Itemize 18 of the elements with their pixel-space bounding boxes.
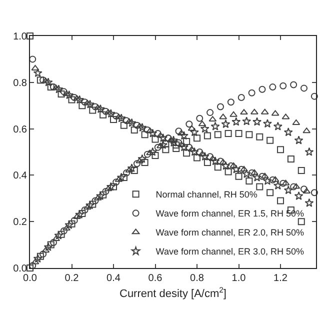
x-tick-label: 1.0 — [232, 273, 246, 284]
x-tick-label: 0.8 — [190, 273, 204, 284]
y-tick-label: 0.2 — [13, 217, 28, 228]
x-tick-label: 0.6 — [148, 273, 163, 284]
legend-label: Wave form channel, ER 1.5, RH 50% — [156, 208, 304, 219]
x-tick-label: 0.0 — [23, 273, 38, 284]
x-axis-title: Current desity [A/cm$^{2}$] — [120, 286, 226, 300]
legend-label: Wave form channel, ER 2.0, RH 50% — [156, 228, 304, 238]
x-tick-label: 0.2 — [64, 273, 80, 284]
legend-label: Normal channel, RH 50% — [156, 190, 258, 200]
y-tick-label: 0.8 — [13, 78, 28, 89]
y-tick-label: 1.0 — [13, 32, 28, 42]
x-tick-label: 1.2 — [274, 273, 288, 284]
y-tick-label: 0.0 — [13, 264, 28, 274]
y-tick-label: 0.6 — [13, 124, 28, 136]
legend-label: Wave form channel, ER 3.0, RH 50% — [156, 246, 304, 257]
y-tick-label: 0.4 — [13, 170, 28, 182]
x-tick-label: 0.4 — [106, 273, 121, 284]
